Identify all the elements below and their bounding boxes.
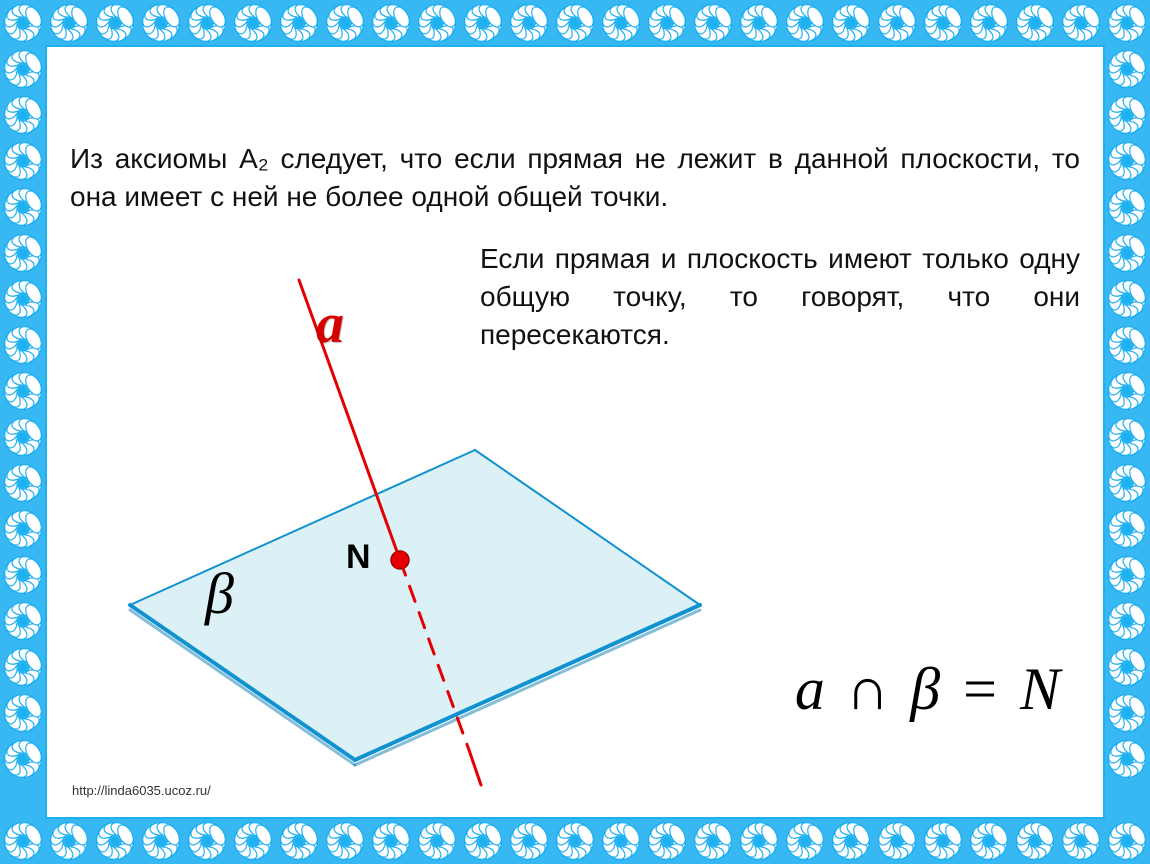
point-label-n: N [346,538,371,577]
footer-source-link[interactable]: http://linda6035.ucoz.ru/ [72,783,211,798]
formula-plane-beta: β [910,656,940,722]
plane-label-beta: β [205,560,234,627]
formula-point-n: N [1020,656,1060,722]
intersection-icon: ∩ [840,655,895,724]
slide-content: Из аксиомы А₂ следует, что если прямая н… [60,60,1090,804]
formula-line-a: a [795,656,825,722]
paragraph-intersection-definition: Если прямая и плоскость имеют только одн… [480,240,1080,353]
formula-equals: = [955,656,1005,722]
slide-outer-frame: Из аксиомы А₂ следует, что если прямая н… [0,0,1150,864]
line-label-a: a [316,292,344,356]
formula-intersection: a ∩ β = N [795,655,1060,724]
paragraph-axiom-consequence: Из аксиомы А₂ следует, что если прямая н… [70,140,1080,216]
